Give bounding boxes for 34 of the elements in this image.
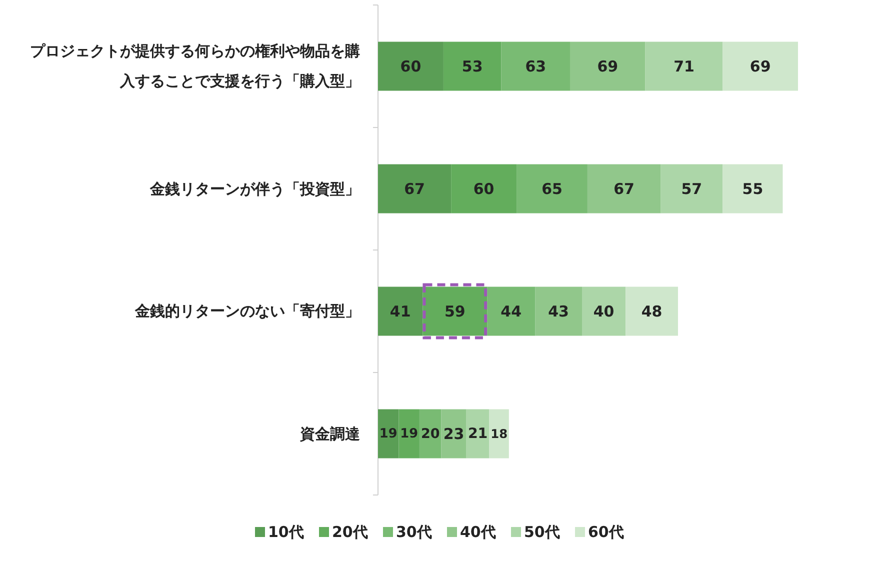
data-label: 69 [750, 57, 771, 76]
data-label: 21 [468, 426, 488, 442]
data-label: 71 [674, 57, 694, 76]
legend-label: 20代 [332, 523, 368, 541]
y-tick-label: 金銭リターンが伴う「投資型」 [148, 178, 360, 200]
data-label: 19 [400, 426, 418, 442]
data-label: 20 [420, 426, 440, 442]
data-label: 19 [379, 426, 398, 442]
data-label: 48 [641, 302, 662, 320]
y-tick-label: プロジェクトが提供する何らかの権利や物品を購入することで支援を行う「購入型」 [29, 41, 360, 92]
data-label: 40 [593, 302, 614, 320]
data-label: 23 [443, 424, 464, 443]
data-label: 69 [597, 57, 618, 76]
data-label: 67 [404, 180, 425, 198]
legend-label: 50代 [524, 523, 560, 541]
data-label: 41 [390, 302, 411, 320]
data-label: 57 [681, 180, 702, 198]
data-label: 60 [473, 180, 494, 198]
data-label: 63 [525, 57, 546, 76]
legend-label: 10代 [268, 523, 304, 541]
data-label: 18 [490, 426, 508, 441]
data-label: 67 [614, 180, 634, 198]
data-label: 60 [400, 57, 422, 76]
data-label: 44 [500, 302, 522, 320]
data-label: 59 [444, 302, 466, 320]
y-tick-label: 資金調達 [299, 424, 360, 445]
data-label: 55 [742, 180, 764, 198]
legend-label: 60代 [588, 523, 624, 541]
legend-label: 40代 [460, 523, 496, 541]
legend-label: 30代 [396, 523, 432, 541]
y-tick-label: 金銭的リターンのない「寄付型」 [134, 301, 360, 322]
data-label: 43 [548, 302, 569, 320]
data-label: 53 [462, 57, 483, 76]
data-label: 65 [542, 180, 562, 198]
